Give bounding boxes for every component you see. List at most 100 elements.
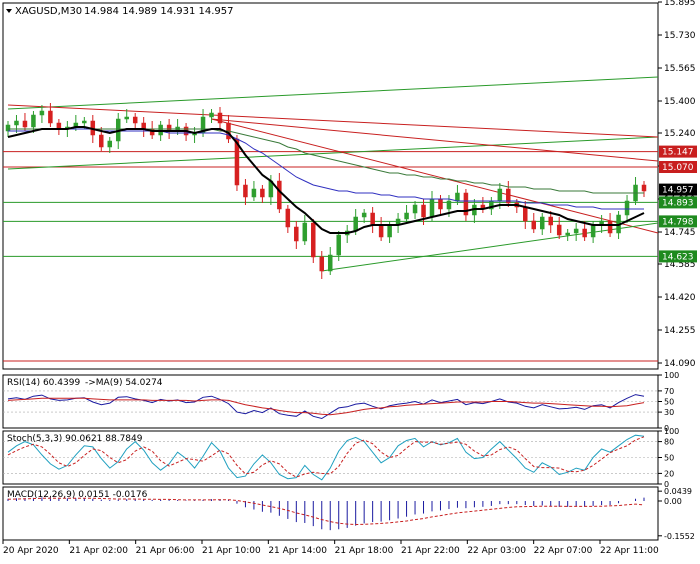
price-tag-label: 14.623: [662, 252, 694, 262]
trend-line: [211, 118, 659, 234]
ma-black-line: [7, 126, 645, 234]
x-tick-label: 22 Apr 11:00: [600, 546, 659, 556]
y-tick-label: 14.420: [664, 293, 696, 303]
x-tick-label: 21 Apr 06:00: [136, 546, 195, 556]
y-tick-label: 14.090: [664, 359, 696, 369]
x-tick-label: 22 Apr 07:00: [534, 546, 593, 556]
candle-body: [353, 216, 358, 232]
candle-body: [446, 200, 452, 210]
candle-body: [531, 220, 537, 230]
x-axis: 20 Apr 2020 21 Apr 02:00 21 Apr 06:00 21 Ap…: [2, 540, 659, 556]
stoch-series-line: [7, 436, 645, 478]
chart-header: XAGUSD,M30 14.984 14.989 14.931 14.957: [6, 6, 234, 17]
dropdown-triangle-icon: [6, 9, 12, 13]
y-tick-label: 14.255: [664, 326, 696, 336]
stoch-y-tick-label: 20: [664, 469, 674, 478]
trend-line: [7, 104, 659, 138]
rsi-y-tick-label: 50: [664, 398, 674, 407]
price-tag-bg: [659, 196, 697, 209]
pane-frame-macd: [2, 486, 659, 541]
trend-line: [211, 118, 659, 162]
candle-body: [260, 188, 265, 198]
price-tag-bg: [659, 145, 697, 158]
candle-body: [48, 110, 53, 124]
candle-body: [14, 120, 19, 126]
candle-body: [404, 212, 409, 220]
candle-body: [573, 228, 579, 234]
y-tick-label: 14.745: [664, 228, 696, 238]
candle-body: [438, 198, 443, 210]
candle-body: [523, 206, 528, 222]
candle-body: [107, 140, 113, 148]
candle-body: [539, 216, 545, 230]
stoch-title: Stoch(5,3,3) 90.0621 88.7849: [7, 434, 143, 444]
candle-body: [277, 180, 282, 210]
candle-body: [590, 224, 596, 238]
candle-body: [302, 222, 308, 242]
ma-darkgreen-line: [8, 128, 644, 194]
x-tick-label: 21 Apr 10:00: [202, 546, 261, 556]
candle-body: [319, 256, 325, 272]
stoch-pane: 100 80 50 20 0 Stoch(5,3,3) 90.0621 88.7849: [3, 427, 679, 489]
rsi-series-line: [7, 397, 645, 416]
candle-body: [217, 112, 223, 124]
candle-body: [132, 116, 138, 124]
candle-body: [506, 188, 511, 204]
rsi-y-tick-label: 30: [664, 408, 674, 417]
candle-body: [327, 254, 333, 272]
candle-body: [251, 188, 257, 198]
price-tag-label: 15.070: [662, 163, 694, 173]
rsi-title: RSI(14) 60.4399: [7, 378, 80, 388]
candles: [5, 103, 647, 279]
x-tick-label: 20 Apr 2020: [3, 546, 59, 556]
candle-body: [429, 198, 435, 218]
y-tick-label: 15.730: [664, 31, 696, 41]
candle-body: [624, 200, 630, 216]
trend-line: [7, 76, 659, 110]
price-tag-bg: [659, 161, 697, 173]
stoch-y-tick-label: 100: [664, 427, 679, 436]
macd-y-tick-label: -0.1552: [664, 532, 695, 541]
y-tick-label: 15.240: [664, 129, 696, 139]
trend-line: [7, 136, 659, 170]
candle-body: [311, 222, 316, 258]
candle-body: [641, 184, 647, 192]
candle-body: [463, 192, 469, 216]
macd-title: MACD(12,26,9) 0.0151 -0.0176: [7, 490, 148, 500]
macd-y-tick-label: 0.0439: [664, 487, 692, 496]
price-tag-label: 14.957: [662, 186, 694, 196]
stoch-y-tick-label: 0: [664, 480, 669, 489]
macd-y-tick-label: 0.00: [664, 497, 682, 506]
candle-body: [82, 120, 87, 124]
x-tick-label: 21 Apr 22:00: [401, 546, 460, 556]
candle-body: [556, 224, 562, 236]
candle-body: [387, 224, 392, 238]
price-tag-label: 14.893: [662, 198, 694, 208]
x-tick-label: 21 Apr 14:00: [268, 546, 327, 556]
candle-body: [455, 192, 460, 202]
pane-frame-main: [2, 2, 659, 370]
y-tick-label: 15.895: [664, 0, 696, 8]
rsi-y-tick-label: 70: [664, 387, 674, 396]
rsi-title: ->MA(9) 54.0274: [85, 378, 163, 388]
x-tick-label: 21 Apr 18:00: [335, 546, 394, 556]
candle-body: [361, 212, 367, 218]
price-tag-label: 15.147: [662, 148, 694, 158]
stoch-y-tick-label: 80: [664, 438, 674, 447]
candle-body: [582, 228, 587, 238]
price-tag-label: 14.798: [662, 217, 694, 227]
main-pane: 15.89515.73015.56515.40015.24015.07514.9…: [3, 0, 697, 369]
candle-body: [336, 234, 341, 256]
candle-body: [607, 220, 613, 234]
candle-body: [285, 208, 291, 228]
candle-body: [294, 226, 299, 242]
y-tick-label: 15.400: [664, 97, 696, 107]
candle-body: [243, 184, 248, 198]
candle-body: [421, 204, 426, 218]
candle-body: [31, 114, 36, 128]
x-tick-label: 21 Apr 02:00: [69, 546, 128, 556]
macd-signal-line: [7, 497, 645, 526]
